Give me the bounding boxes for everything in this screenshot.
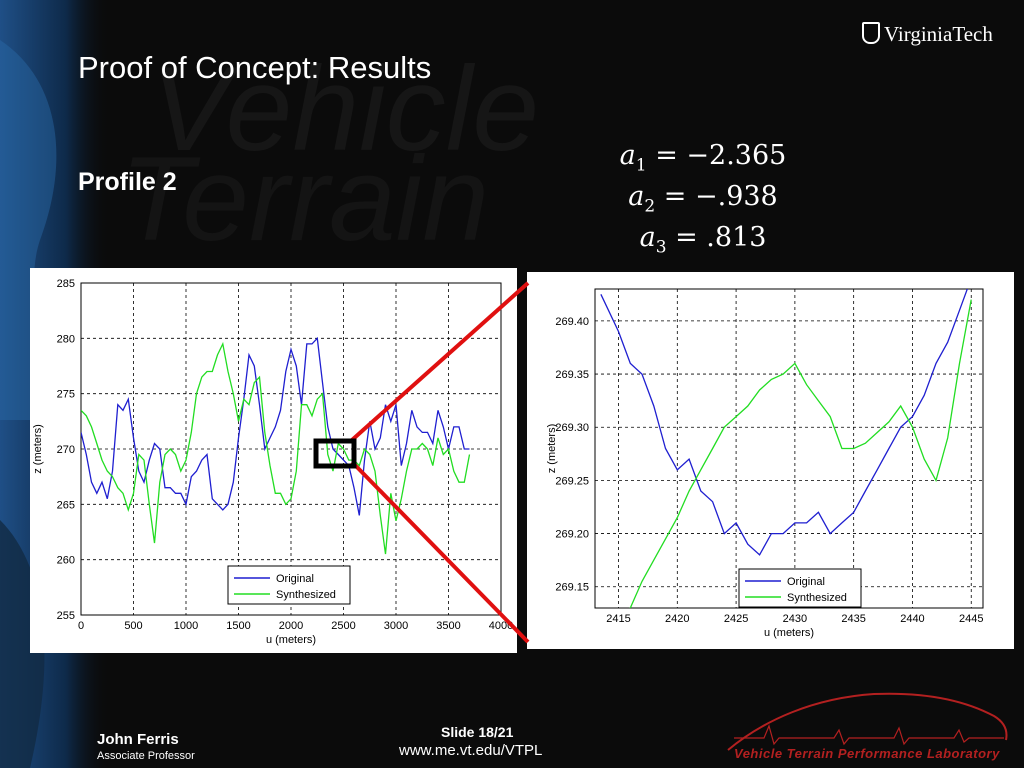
- shield-icon: [862, 22, 880, 44]
- x-tick-label: 500: [124, 620, 142, 632]
- x-tick-label: 3500: [436, 620, 460, 632]
- chart-legend: Original Synthesized: [227, 565, 351, 605]
- y-axis-label: z (meters): [32, 424, 44, 474]
- legend-entry: Synthesized: [787, 592, 847, 604]
- legend-entry: Original: [787, 576, 825, 588]
- y-axis-label: z (meters): [546, 424, 558, 474]
- svg-text:Terrain: Terrain: [120, 132, 489, 266]
- x-axis-label: u (meters): [266, 634, 316, 646]
- y-tick-label: 269.20: [555, 529, 589, 541]
- coefficient-a3: a3 = .813: [639, 222, 767, 258]
- x-tick-label: 2430: [783, 613, 807, 625]
- y-tick-label: 260: [57, 555, 75, 567]
- chart-legend: Original Synthesized: [738, 568, 862, 608]
- x-tick-label: 2425: [724, 613, 748, 625]
- y-tick-label: 255: [57, 610, 75, 622]
- legend-entry: Synthesized: [276, 589, 336, 601]
- chart-full-profile: 0 500 1000 1500 2000 2500 3000 3500 4000 255 260 26…: [30, 268, 517, 653]
- y-tick-label: 270: [57, 444, 75, 456]
- y-tick-label: 265: [57, 499, 75, 511]
- y-tick-label: 269.40: [555, 316, 589, 328]
- y-tick-label: 269.35: [555, 369, 589, 381]
- slide-title: Proof of Concept: Results: [78, 50, 432, 85]
- series-line-synthesized: [629, 299, 972, 608]
- virginia-tech-logo: VirginiaTech: [862, 22, 993, 47]
- chart-zoomed-profile-plot: 2415 2420 2425 2430 2435 2440 2445 269.15 269.20…: [546, 288, 984, 639]
- lab-url[interactable]: www.me.vt.edu/VTPL: [399, 742, 543, 759]
- x-axis-label: u (meters): [764, 627, 814, 639]
- y-tick-label: 269.15: [555, 582, 589, 594]
- x-tick-label: 4000: [489, 620, 513, 632]
- chart-zoomed-profile: 2415 2420 2425 2430 2435 2440 2445 269.15 269.20…: [527, 272, 1014, 649]
- presenter-role: Associate Professor: [97, 750, 195, 762]
- svg-text:Vehicle: Vehicle: [150, 42, 539, 176]
- profile-label: Profile 2: [78, 168, 177, 196]
- x-tick-label: 2435: [841, 613, 865, 625]
- x-tick-label: 1500: [226, 620, 250, 632]
- logo-text: VirginiaTech: [884, 22, 993, 46]
- coefficient-a1: a1 = −2.365: [619, 140, 787, 176]
- slide-number: Slide 18/21: [441, 724, 514, 740]
- y-tick-label: 280: [57, 333, 75, 345]
- series-line-original: [600, 289, 969, 556]
- y-tick-label: 285: [57, 278, 75, 290]
- x-tick-label: 2440: [900, 613, 924, 625]
- lab-name: Vehicle Terrain Performance Laboratory: [734, 746, 1000, 761]
- x-tick-label: 3000: [384, 620, 408, 632]
- x-tick-label: 2000: [279, 620, 303, 632]
- plot-area: [594, 288, 984, 609]
- presenter-name: John Ferris: [97, 731, 179, 748]
- x-tick-label: 2420: [665, 613, 689, 625]
- legend-entry: Original: [276, 573, 314, 585]
- x-tick-label: 2500: [331, 620, 355, 632]
- chart-full-profile-plot: 0 500 1000 1500 2000 2500 3000 3500 4000 255 260 26…: [32, 278, 513, 646]
- x-tick-label: 1000: [174, 620, 198, 632]
- y-tick-label: 269.25: [555, 475, 589, 487]
- lab-logo-car-outline: [727, 692, 1008, 751]
- y-tick-label: 275: [57, 389, 75, 401]
- y-tick-label: 269.30: [555, 422, 589, 434]
- x-tick-label: 2415: [606, 613, 630, 625]
- x-tick-label: 2445: [959, 613, 983, 625]
- x-tick-label: 0: [78, 620, 84, 632]
- coefficient-a2: a2 = −.938: [628, 181, 778, 217]
